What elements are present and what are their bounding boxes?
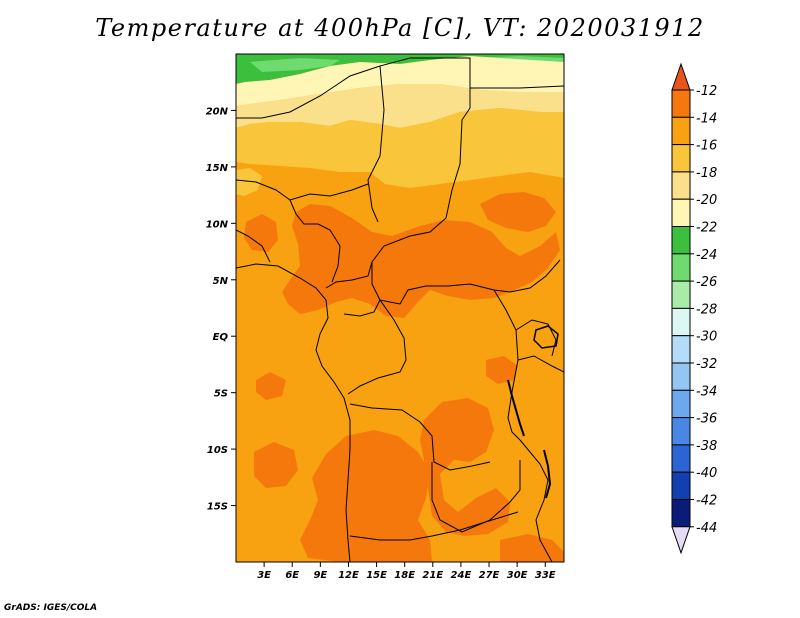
lat-tick-label: 15N [206,163,229,174]
field-patch-warm-coast [256,372,286,400]
lon-tick-label: 9E [313,570,327,581]
border-angola [349,403,491,471]
field-band-north-paleyellow [236,56,564,106]
border-south-sudan [509,259,561,293]
lat-tick-label: 15S [207,502,228,513]
field-patch-warm-southwest-1 [254,442,298,488]
lat-tick-label: 10N [206,219,229,230]
colorbar-label: -42 [696,494,717,509]
lat-tick-label: 10S [207,445,228,456]
colorbar-label: -24 [696,248,717,263]
field-patch-warm-south [300,430,432,562]
colorbar-swatch [671,280,691,309]
map-field [236,54,564,562]
colorbar-label: -28 [696,302,717,317]
colorbar-label: -38 [696,439,717,454]
colorbar-label: -32 [696,357,717,372]
field-patch-warm-west [244,214,278,252]
field-patch-warm-northeast [480,192,556,232]
border-north [236,57,471,119]
colorbar-label: -22 [696,221,717,236]
border-cameroon [325,261,373,289]
colorbar-swatch [671,444,691,473]
lon-tick-label: 24E [451,570,472,581]
colorbar: -12 -14 -16 -18 -20 -22 -24 -26 -28 -30 -32 -34 -36 -… [671,62,717,555]
lon-tick-label: 12E [338,570,359,581]
lat-tick-label: EQ [213,332,229,343]
lon-tick-label: 15E [366,570,387,581]
map-frame [235,53,565,563]
border-congo-drc [343,299,381,317]
colorbar-swatch [671,253,691,282]
colorbar-bottom-arrow [671,526,691,555]
lon-tick-label: 33E [535,570,556,581]
colorbar-swatch [671,362,691,391]
colorbar-swatch [671,226,691,255]
lake-malawi [543,449,552,499]
country-borders [236,57,564,562]
border-mozambique [519,439,553,562]
colorbar-label: -30 [696,330,717,345]
border-drc-east [493,289,521,441]
colorbar-swatch [671,389,691,419]
field-patch-warm-east-center [486,356,518,384]
colorbar-swatch [671,198,691,227]
border-angola-south [349,511,519,541]
lon-tick-label: 18E [394,570,415,581]
colorbar-swatch [671,307,691,337]
lat-tick-label: 5N [213,276,229,287]
lon-tick-label: 3E [257,570,271,581]
colorbar-label: -36 [696,412,717,427]
lon-tick-label: 6E [285,570,299,581]
lat-tick-label: 20N [206,106,229,117]
colorbar-swatch [671,471,691,501]
border-west-2 [289,199,341,283]
lat-tick-label: 5S [214,389,228,400]
border-sudan [371,107,511,305]
border-west-1 [236,229,271,263]
border-uganda [515,319,557,357]
longitude-axis: 3E 6E 9E 12E 15E 18E 21E 24E 27E 30E 33E [257,562,556,581]
chart-title: Temperature at 400hPa [C], VT: 202003191… [95,14,705,42]
colorbar-label: -12 [696,84,717,99]
field-patch-warm-southeast [420,398,510,536]
field-patch-yelloworange-west [236,168,262,196]
field-band-north-lightgreen [250,58,340,72]
colorbar-label: -14 [696,111,717,126]
lake-victoria [533,325,559,349]
colorbar-label: -20 [696,193,717,208]
lon-tick-label: 21E [422,570,443,581]
border-libya-chad [367,65,385,223]
lake-tanganyika [507,379,525,437]
coastline-gulf [236,263,351,562]
latitude-axis: 20N 15N 10N 5N EQ 5S 10S 15S [206,106,236,513]
colorbar-label: -40 [696,466,717,481]
border-nigeria-cameroon [236,179,369,201]
colorbar-swatch [671,171,691,200]
border-tanzania [517,355,564,373]
colorbar-label: -18 [696,166,717,181]
border-zambia [431,460,521,533]
colorbar-label: -34 [696,384,717,399]
colorbar-label: -26 [696,275,717,290]
colorbar-swatch [671,144,691,173]
field-band-north-yellow [236,84,564,128]
colorbar-swatch [671,335,691,364]
colorbar-top-arrow [671,62,691,91]
colorbar-swatch [671,89,691,118]
border-egypt [470,85,564,89]
lon-tick-label: 27E [479,570,500,581]
lon-tick-label: 30E [507,570,528,581]
colorbar-label: -16 [696,139,717,154]
colorbar-swatch [671,116,691,146]
grads-credit: GrADS: IGES/COLA [4,603,98,613]
colorbar-swatch [671,417,691,446]
border-car-congo [347,299,407,395]
field-band-north-yelloworange [236,108,564,188]
colorbar-label: -44 [696,521,717,536]
colorbar-swatch [671,499,691,528]
